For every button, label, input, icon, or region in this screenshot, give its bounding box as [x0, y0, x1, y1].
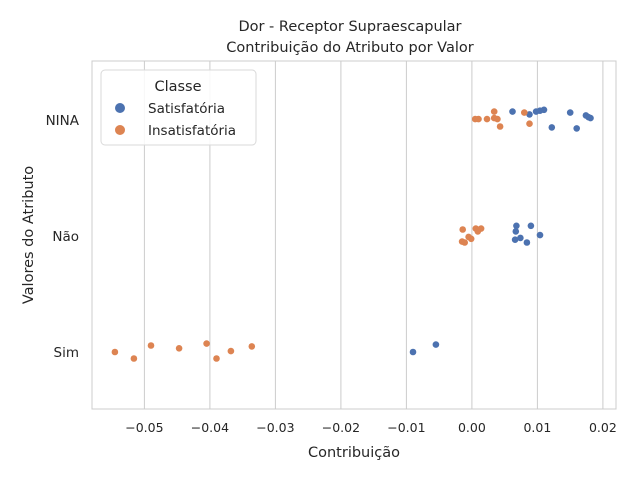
- point-satisfatoria: [540, 106, 548, 114]
- data-points: [111, 106, 594, 362]
- chart-subtitle: Contribuição do Atributo por Valor: [226, 40, 473, 56]
- legend-marker-insatisfatoria: [115, 125, 125, 135]
- point-satisfatoria: [573, 125, 580, 132]
- point-satisfatoria: [517, 234, 524, 242]
- y-tick-label: Sim: [54, 345, 79, 361]
- x-tick-label: −0.02: [322, 420, 360, 435]
- point-insatisfatoria: [175, 345, 183, 352]
- point-satisfatoria: [526, 111, 533, 118]
- point-insatisfatoria: [459, 226, 467, 233]
- point-satisfatoria: [513, 222, 520, 230]
- point-insatisfatoria: [130, 355, 138, 362]
- x-tick-label: −0.01: [387, 420, 425, 435]
- point-insatisfatoria: [461, 239, 469, 246]
- point-satisfatoria: [523, 239, 531, 246]
- point-satisfatoria: [511, 236, 519, 243]
- legend-title: Classe: [154, 79, 201, 95]
- point-insatisfatoria: [227, 347, 235, 355]
- y-tick-label: NINA: [46, 113, 80, 129]
- point-insatisfatoria: [203, 340, 210, 347]
- x-tick-label: −0.05: [125, 420, 163, 435]
- point-insatisfatoria: [147, 342, 155, 349]
- point-satisfatoria: [409, 348, 417, 356]
- x-tick-label: −0.04: [191, 420, 229, 435]
- point-insatisfatoria: [111, 348, 119, 356]
- x-axis-label: Contribuição: [308, 445, 400, 461]
- point-insatisfatoria: [490, 108, 498, 115]
- point-insatisfatoria: [248, 343, 256, 350]
- chart-title: Dor - Receptor Supraescapular: [238, 19, 461, 35]
- point-satisfatoria: [512, 228, 520, 235]
- x-tick-label: 0.00: [458, 420, 486, 435]
- point-satisfatoria: [432, 341, 440, 348]
- point-insatisfatoria: [475, 115, 482, 123]
- x-tick-label: 0.01: [523, 420, 551, 435]
- legend: Classe Satisfatória Insatisfatória: [100, 69, 257, 146]
- point-satisfatoria: [566, 109, 574, 116]
- x-tick-label: 0.02: [589, 420, 617, 435]
- point-satisfatoria: [509, 108, 516, 115]
- x-tick-labels: −0.05 −0.04 −0.03 −0.02 −0.01 0.00 0.01 0.02: [125, 420, 617, 435]
- point-satisfatoria: [587, 114, 594, 122]
- point-insatisfatoria: [213, 355, 220, 362]
- point-insatisfatoria: [483, 115, 491, 123]
- point-insatisfatoria: [496, 123, 504, 130]
- point-satisfatoria: [536, 231, 544, 239]
- point-insatisfatoria: [494, 115, 501, 123]
- y-tick-labels: NINA Não Sim: [46, 113, 80, 361]
- y-axis-label: Valores do Atributo: [21, 166, 37, 304]
- plot-frame: [91, 60, 617, 410]
- point-insatisfatoria: [467, 235, 475, 243]
- legend-label-insatisfatoria: Insatisfatória: [148, 123, 236, 139]
- point-satisfatoria: [527, 222, 535, 230]
- x-tick-label: −0.03: [256, 420, 294, 435]
- point-satisfatoria: [548, 124, 556, 131]
- point-insatisfatoria: [521, 109, 528, 116]
- legend-label-satisfatoria: Satisfatória: [148, 101, 225, 117]
- y-tick-label: Não: [52, 229, 79, 245]
- point-insatisfatoria: [474, 228, 482, 235]
- legend-marker-satisfatoria: [115, 103, 125, 113]
- legend-frame: [100, 69, 257, 146]
- point-insatisfatoria: [526, 120, 533, 127]
